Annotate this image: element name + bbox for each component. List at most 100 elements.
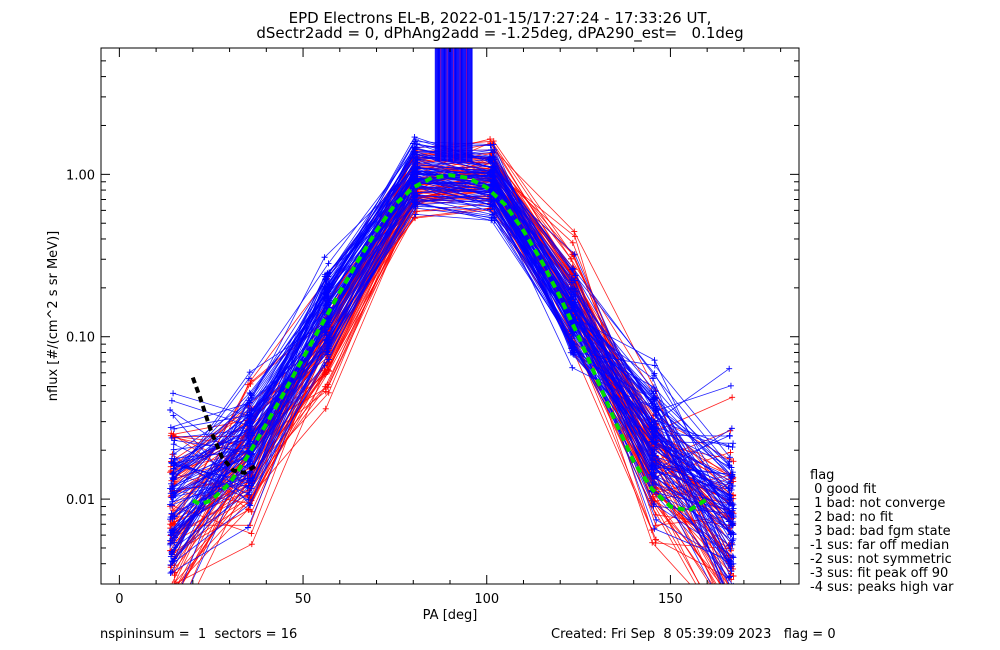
blue-series-line <box>169 166 723 584</box>
blue-series-marker <box>653 480 660 487</box>
blue-series-marker <box>414 159 420 166</box>
red-series-marker <box>730 614 736 620</box>
blue-series-marker <box>725 485 732 492</box>
blue-series-marker <box>248 478 255 485</box>
blue-series-marker <box>653 423 660 430</box>
blue-series-marker <box>168 480 175 487</box>
blue-series-line <box>173 162 733 533</box>
blue-series-line <box>172 180 729 564</box>
blue-series-line <box>171 184 733 518</box>
blue-series-marker <box>170 412 177 419</box>
blue-series-marker <box>650 396 657 403</box>
blue-series-marker <box>325 280 332 287</box>
blue-series-marker <box>569 343 576 350</box>
red-series-marker <box>170 593 176 599</box>
blue-series-marker <box>570 351 577 358</box>
red-series-marker <box>171 572 178 579</box>
blue-series-marker <box>412 144 419 151</box>
red-series-marker <box>168 603 174 609</box>
blue-series-marker <box>323 334 330 341</box>
blue-series-marker <box>167 553 174 560</box>
blue-series-marker <box>487 159 494 166</box>
red-series-marker <box>726 602 732 608</box>
blue-series-marker <box>172 600 178 606</box>
axis-layer: 0 50 100 150 0.01 0.10 1.00 <box>66 47 799 607</box>
blue-series-marker <box>249 460 256 467</box>
red-series-marker <box>322 388 329 395</box>
blue-series-marker <box>488 197 495 204</box>
blue-series-marker <box>167 485 174 492</box>
blue-series-marker <box>412 178 419 185</box>
red-series-marker <box>571 228 578 235</box>
blue-series-marker <box>651 396 658 403</box>
fit-curve <box>191 173 709 513</box>
x-axis-label: PA [deg] <box>423 608 478 623</box>
blue-series-marker <box>653 412 660 419</box>
y-tick-label: 1.00 <box>66 168 95 183</box>
blue-series-marker <box>651 357 658 364</box>
blue-series-marker <box>169 471 176 478</box>
blue-series-marker <box>490 213 497 220</box>
x-tick-label: 150 <box>658 592 683 607</box>
blue-series-marker <box>325 324 332 331</box>
blue-series-marker <box>245 412 252 419</box>
blue-series-marker <box>727 382 734 389</box>
blue-series-marker <box>488 187 495 194</box>
legend-entry: -2 sus: not symmetric <box>810 552 952 567</box>
legend-entries: 0 good fit 1 bad: not converge 2 bad: no… <box>810 483 954 595</box>
blue-series-marker <box>490 141 497 148</box>
red-series-marker <box>248 530 255 537</box>
blue-series-marker <box>729 541 736 548</box>
blue-series-marker <box>652 388 659 395</box>
red-series-marker <box>248 508 255 515</box>
blue-series-marker <box>726 592 732 598</box>
blue-series-line <box>169 186 730 533</box>
blue-series-marker <box>648 387 655 394</box>
blue-series-line <box>173 169 733 495</box>
red-series-marker <box>726 592 732 598</box>
blue-series-marker <box>245 491 252 498</box>
chart-title-line2: dSectr2add = 0, dPhAng2add = -1.25deg, d… <box>256 24 744 42</box>
blue-series-line <box>171 180 732 540</box>
blue-series-marker <box>653 435 660 442</box>
blue-series-marker <box>728 521 735 528</box>
blue-series-marker <box>726 595 732 601</box>
blue-series-marker <box>326 339 333 346</box>
blue-series-marker <box>726 458 733 465</box>
red-series-marker <box>726 586 732 592</box>
blue-series-marker <box>652 453 659 460</box>
blue-series-marker <box>728 474 735 481</box>
blue-series-marker <box>486 206 493 213</box>
blue-series-marker <box>170 390 177 397</box>
red-series-marker <box>730 606 736 612</box>
blue-series-marker <box>728 514 735 521</box>
blue-series-line <box>171 181 734 564</box>
red-series-line <box>173 185 730 579</box>
red-series-marker <box>727 606 733 612</box>
blue-series-marker <box>730 440 737 447</box>
blue-series-marker <box>570 277 577 284</box>
blue-series-marker <box>650 503 657 510</box>
blue-series-marker <box>730 501 737 508</box>
blue-series-marker <box>245 496 252 503</box>
red-series-marker <box>325 389 332 396</box>
red-series-line <box>172 176 731 562</box>
blue-series-marker <box>569 364 576 371</box>
blue-series-marker <box>571 251 578 258</box>
blue-series-marker <box>651 525 658 532</box>
blue-series-marker <box>168 397 175 404</box>
blue-series-marker <box>168 455 175 462</box>
blue-series-marker <box>570 296 577 303</box>
blue-series-marker <box>244 524 251 531</box>
red-series-marker <box>726 592 732 598</box>
blue-series-marker <box>323 348 330 355</box>
red-series-marker <box>169 585 175 591</box>
blue-series-line <box>173 199 733 524</box>
red-series-marker <box>411 214 418 221</box>
blue-series-line <box>171 196 730 555</box>
blue-series-line <box>172 178 734 502</box>
black-fit-curve <box>190 376 257 476</box>
blue-series-marker <box>246 369 253 376</box>
blue-series-marker <box>728 603 734 609</box>
blue-series-marker <box>410 190 417 197</box>
